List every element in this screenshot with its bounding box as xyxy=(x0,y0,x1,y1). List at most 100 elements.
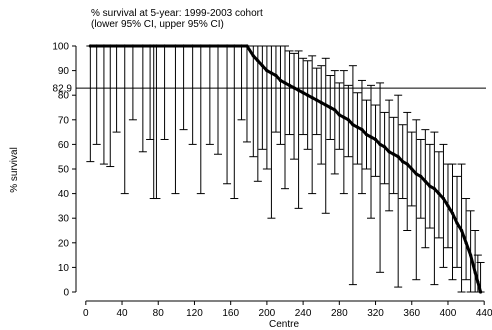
point-estimate xyxy=(306,93,310,97)
point-estimate xyxy=(251,54,255,58)
point-estimate xyxy=(208,44,212,48)
y-tick-label: 80 xyxy=(58,91,70,102)
point-estimate xyxy=(419,174,423,178)
x-tick-label: 360 xyxy=(403,308,420,319)
points-group xyxy=(88,44,483,294)
x-tick-label: 200 xyxy=(259,308,276,319)
point-estimate xyxy=(464,241,468,245)
point-estimate xyxy=(301,91,305,95)
point-estimate xyxy=(199,44,203,48)
point-estimate xyxy=(216,44,220,48)
point-estimate xyxy=(181,44,186,48)
chart-subtitle: (lower 95% CI, upper 95% CI) xyxy=(91,19,224,30)
point-estimate xyxy=(287,83,292,87)
point-estimate xyxy=(123,44,127,48)
point-estimate xyxy=(373,137,378,142)
point-estimate xyxy=(382,145,387,149)
point-estimate xyxy=(239,44,244,48)
point-estimate xyxy=(414,172,418,176)
point-estimate xyxy=(173,44,178,48)
point-estimate xyxy=(328,105,332,110)
point-estimate xyxy=(319,100,323,105)
point-estimate xyxy=(405,162,409,166)
point-estimate xyxy=(324,103,328,107)
point-estimate xyxy=(274,73,278,78)
point-estimate xyxy=(102,44,106,48)
point-estimate xyxy=(342,115,346,119)
point-estimate xyxy=(162,44,167,48)
y-tick-label: 20 xyxy=(58,238,70,249)
x-tick-label: 40 xyxy=(116,308,128,319)
point-estimate xyxy=(114,44,119,48)
y-tick-label: 10 xyxy=(58,263,70,274)
point-estimate xyxy=(441,196,446,201)
point-estimate xyxy=(473,270,477,274)
point-estimate xyxy=(191,44,195,48)
point-estimate xyxy=(260,64,264,68)
point-estimate xyxy=(437,192,441,196)
point-estimate xyxy=(88,44,92,48)
point-estimate xyxy=(225,44,229,48)
x-tick-label: 440 xyxy=(476,308,492,319)
point-estimate xyxy=(423,179,427,183)
point-estimate xyxy=(378,142,382,146)
point-estimate xyxy=(459,228,464,233)
y-tick-label: 50 xyxy=(58,165,70,176)
reference-line-label: 82.9 xyxy=(53,84,73,95)
point-estimate xyxy=(401,160,405,164)
point-estimate xyxy=(296,88,301,92)
point-estimate xyxy=(108,44,112,48)
point-estimate xyxy=(141,44,145,48)
point-estimate xyxy=(269,71,274,75)
point-estimate xyxy=(232,44,236,48)
y-tick-label: 0 xyxy=(63,288,69,299)
y-tick-label: 30 xyxy=(58,214,70,225)
x-tick-label: 400 xyxy=(440,308,457,319)
point-estimate xyxy=(387,150,391,154)
point-estimate xyxy=(95,44,99,48)
point-estimate xyxy=(283,81,287,85)
point-estimate xyxy=(428,184,432,188)
point-estimate xyxy=(337,113,341,117)
x-tick-label: 80 xyxy=(153,308,165,319)
y-tick-label: 60 xyxy=(58,140,70,151)
point-estimate xyxy=(346,118,350,122)
point-estimate xyxy=(315,98,319,102)
point-estimate xyxy=(410,167,414,171)
point-estimate xyxy=(245,44,249,48)
point-estimate xyxy=(154,44,159,48)
point-estimate xyxy=(351,123,355,127)
y-tick-label: 100 xyxy=(52,42,69,53)
point-estimate xyxy=(476,280,480,284)
point-estimate xyxy=(360,128,364,132)
x-tick-label: 240 xyxy=(295,308,312,319)
point-estimate xyxy=(432,187,436,191)
y-tick-label: 90 xyxy=(58,66,70,77)
point-estimate xyxy=(256,59,260,63)
point-estimate xyxy=(310,96,314,100)
x-tick-label: 0 xyxy=(83,308,89,319)
x-tick-label: 120 xyxy=(186,308,203,319)
point-estimate xyxy=(396,155,400,159)
point-estimate xyxy=(392,152,396,156)
y-ticks: 0 10 20 30 40 50 60 70 80 90 100 xyxy=(52,42,76,299)
point-estimate xyxy=(446,204,450,208)
point-estimate xyxy=(148,44,152,48)
x-ticks: 0 40 80 120 160 200 240 280 320 360 400 440 xyxy=(83,301,492,319)
x-tick-label: 280 xyxy=(331,308,348,319)
x-tick-label: 320 xyxy=(367,308,384,319)
point-estimate xyxy=(333,108,337,112)
x-axis-label: Centre xyxy=(269,319,299,330)
point-estimate xyxy=(364,132,369,137)
point-estimate xyxy=(450,211,455,215)
y-axis-label: % survival xyxy=(9,147,20,193)
point-estimate xyxy=(131,44,135,48)
point-estimate xyxy=(478,290,483,294)
point-estimate xyxy=(265,69,269,73)
y-tick-label: 70 xyxy=(58,115,70,126)
error-bars-group xyxy=(86,45,485,293)
point-estimate xyxy=(278,78,283,83)
point-estimate xyxy=(369,135,373,139)
x-tick-label: 160 xyxy=(222,308,239,319)
